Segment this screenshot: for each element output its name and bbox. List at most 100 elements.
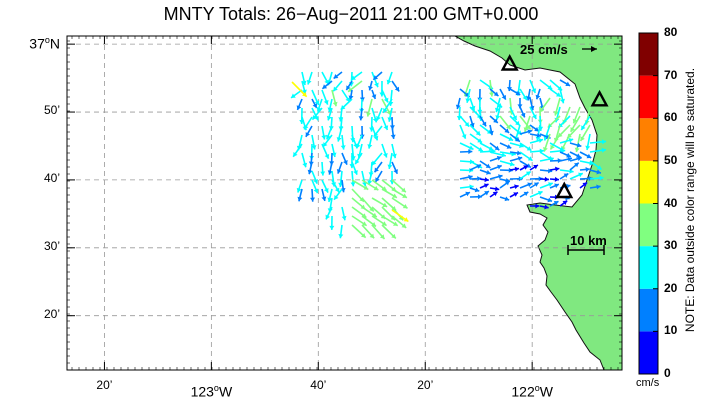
current-vector-head: [322, 142, 328, 147]
current-vector-head: [321, 135, 327, 140]
current-vector-head: [572, 118, 578, 124]
current-vector-head: [517, 156, 523, 162]
current-vector-head: [373, 185, 379, 191]
current-vector-head: [494, 107, 500, 113]
current-vector-head: [461, 134, 467, 139]
current-vector-head: [338, 233, 344, 239]
current-vector-head: [601, 139, 607, 145]
current-vector-head: [381, 221, 387, 226]
current-vector-head: [475, 130, 481, 136]
current-vector-head: [477, 138, 482, 143]
colorbar-tick-label: 20: [664, 280, 678, 295]
current-vector-head: [324, 187, 329, 193]
current-vector-head: [543, 135, 549, 141]
current-vector-head: [515, 120, 520, 126]
current-vector-head: [474, 187, 480, 193]
current-vector-head: [353, 170, 358, 175]
current-vector-head: [526, 146, 532, 151]
current-vector-head: [547, 84, 553, 90]
current-vector-head: [392, 193, 397, 198]
current-vector-head: [355, 143, 361, 149]
current-vector-head: [535, 136, 541, 141]
radar-station-marker: [555, 181, 574, 199]
current-vector-head: [507, 86, 512, 92]
current-vector-head: [515, 90, 521, 96]
current-vector-head: [550, 144, 555, 150]
current-vector-head: [386, 110, 391, 115]
current-vector-head: [348, 95, 354, 100]
current-vector-head: [361, 233, 366, 238]
current-vector-head: [580, 136, 585, 142]
colorbar-segment: [639, 331, 658, 374]
colorbar-tick-label: 10: [664, 323, 678, 338]
current-vector-head: [325, 134, 331, 140]
current-vector-head: [293, 152, 298, 157]
current-vector-head: [534, 126, 539, 132]
current-vector-head: [574, 147, 580, 153]
colorbar-segment: [639, 203, 658, 247]
current-vector-head: [596, 169, 601, 175]
current-vector-head: [333, 74, 339, 79]
current-vector-head: [334, 187, 340, 193]
colorbar-tick-label: 80: [664, 25, 678, 39]
lon-label: 20’: [417, 378, 434, 392]
current-vector-head: [296, 105, 302, 110]
current-vector-head: [376, 115, 381, 121]
colorbar: [638, 32, 659, 375]
current-vector-head: [565, 81, 571, 86]
current-vector-head: [547, 197, 553, 203]
current-vector-head: [323, 100, 329, 105]
current-vector-head: [310, 197, 316, 202]
current-vector-head: [575, 153, 581, 158]
current-vector-head: [581, 125, 586, 131]
current-vector-head: [331, 152, 337, 158]
current-vector-head: [307, 169, 313, 175]
current-vector-head: [371, 160, 377, 166]
current-vector-head: [532, 114, 537, 119]
current-vector-head: [465, 191, 470, 197]
current-vector-head: [599, 175, 604, 181]
current-vector-head: [326, 115, 332, 121]
current-vector-head: [336, 169, 342, 174]
current-vector-head: [574, 162, 579, 168]
frame-ticks: [67, 36, 622, 370]
current-vector-head: [371, 94, 377, 99]
current-vector-head: [484, 177, 489, 183]
radar-station-marker: [590, 89, 609, 107]
current-vector-head: [484, 191, 489, 196]
current-vector-head: [368, 85, 373, 91]
current-vectors: [290, 71, 607, 240]
current-vector-head: [576, 142, 582, 148]
current-vector-head: [476, 164, 482, 169]
current-vector-head: [386, 79, 392, 85]
current-vector-head: [355, 159, 360, 165]
current-vector-head: [555, 166, 560, 172]
current-vector-head: [485, 163, 491, 168]
current-vector-head: [525, 171, 531, 176]
current-vector-head: [563, 173, 569, 178]
current-vector-head: [522, 95, 527, 101]
colorbar-segment: [639, 118, 658, 161]
current-vector-head: [554, 183, 559, 189]
current-vector-head: [382, 202, 388, 207]
current-vector-head: [383, 152, 388, 158]
current-vector-head: [302, 162, 308, 168]
current-vector-head: [468, 149, 473, 155]
current-vector-head: [531, 88, 537, 93]
current-vector-head: [543, 147, 548, 152]
radar-stations: [500, 53, 609, 199]
current-vector-head: [302, 92, 307, 97]
radar-station-marker: [500, 53, 519, 71]
current-vector-head: [570, 127, 575, 132]
current-vector-head: [332, 101, 338, 107]
current-vector-head: [312, 103, 318, 108]
current-vector-head: [526, 124, 531, 130]
current-vector-head: [333, 86, 338, 92]
current-vector-head: [373, 75, 378, 80]
current-vector-head: [351, 75, 356, 80]
current-vector-head: [488, 130, 494, 136]
current-vector-head: [535, 94, 541, 100]
colorbar-segment: [639, 246, 658, 289]
current-vector-head: [369, 233, 375, 239]
current-vector-head: [306, 79, 312, 85]
